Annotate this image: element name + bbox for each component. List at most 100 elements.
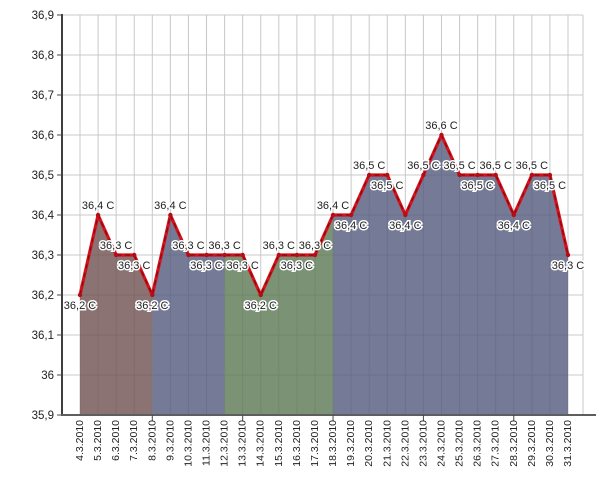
data-point-label: 36,5 C [534, 180, 566, 192]
data-point-marker [547, 172, 553, 178]
data-point-label: 36,3 C [299, 240, 331, 252]
data-point-marker [276, 252, 282, 258]
data-point-marker [439, 132, 444, 138]
x-axis-label: 19.3.2010 [345, 420, 357, 467]
data-point-label: 36,2 C [245, 300, 277, 312]
data-point-marker [312, 252, 318, 258]
x-axis-line [61, 414, 596, 416]
x-axis-label: 25.3.2010 [454, 420, 466, 467]
data-point-label: 36,6 C [425, 120, 457, 132]
data-point-label: 36,2 C [136, 300, 168, 312]
data-point-marker [222, 252, 227, 258]
data-point-label: 36,5 C [407, 160, 439, 172]
temperature-line-dashed-overlay [79, 133, 569, 297]
region-fill [80, 215, 153, 415]
data-point-marker [113, 252, 119, 258]
x-axis-label: 26.3.2010 [472, 420, 484, 467]
x-axis-label: 6.3.2010 [110, 420, 122, 461]
x-axis-label: 28.3.2010 [508, 420, 520, 467]
data-point-marker [366, 172, 372, 178]
x-axis-label: 22.3.2010 [399, 420, 411, 467]
y-axis-label: 36,5 [32, 170, 54, 182]
data-point-label: 36,5 C [443, 160, 475, 172]
data-point-label: 36,4 C [154, 200, 186, 212]
region-fill [333, 135, 568, 415]
y-axis-label: 35,9 [32, 410, 54, 422]
x-axis-label: 14.3.2010 [255, 420, 267, 467]
data-point-label: 36,5 C [479, 160, 511, 172]
data-point-marker [204, 252, 209, 258]
data-point-marker [421, 172, 426, 178]
data-point-label: 36,3 C [172, 240, 204, 252]
x-axis-label: 12.3.2010 [219, 420, 231, 467]
data-point-label: 36,2 C [64, 300, 96, 312]
x-axis-label: 7.3.2010 [128, 420, 140, 461]
x-axis-label: 11.3.2010 [201, 420, 213, 466]
y-axis-label: 36,9 [32, 10, 54, 22]
x-axis-label: 24.3.2010 [435, 420, 447, 467]
data-point-label: 36,3 C [100, 240, 132, 252]
data-point-marker [258, 292, 263, 298]
x-axis-label: 31.3.2010 [562, 420, 574, 467]
data-point-marker [403, 212, 408, 218]
y-axis-label: 36,8 [32, 50, 54, 62]
data-point-label: 36,5 C [516, 160, 548, 172]
y-axis-label: 36,3 [32, 250, 54, 262]
y-axis-label: 36,7 [32, 90, 54, 102]
data-point-label: 36,4 C [498, 220, 530, 232]
data-point-marker [168, 212, 173, 218]
data-point-label: 36,3 C [190, 260, 222, 272]
y-axis-label: 36,2 [32, 290, 54, 302]
data-point-marker [565, 252, 571, 258]
data-point-marker [294, 252, 300, 258]
x-axis-label: 27.3.2010 [490, 420, 502, 467]
data-point-marker [77, 292, 83, 298]
data-point-label: 36,4 C [317, 200, 349, 212]
x-axis-label: 29.3.2010 [526, 420, 538, 467]
data-point-label: 36,3 C [281, 260, 313, 272]
x-axis-label: 16.3.2010 [291, 420, 303, 467]
data-point-label: 36,3 C [263, 240, 295, 252]
data-point-marker [493, 172, 498, 178]
data-point-label: 36,4 C [389, 220, 421, 232]
x-axis-label: 15.3.2010 [273, 420, 285, 467]
x-axis-label: 18.3.2010 [327, 420, 339, 467]
x-axis-label: 13.3.2010 [237, 420, 249, 467]
x-axis-label: 9.3.2010 [164, 420, 176, 461]
y-axis-label: 36,1 [32, 330, 54, 342]
data-point-marker [348, 212, 354, 218]
data-point-label: 36,3 C [208, 240, 240, 252]
x-axis-label: 17.3.2010 [309, 420, 321, 467]
data-point-marker [150, 292, 155, 298]
x-axis-label: 23.3.2010 [417, 420, 429, 467]
data-point-marker [240, 252, 245, 258]
data-point-label: 36,3 C [552, 260, 584, 272]
data-point-label: 36,3 C [226, 260, 258, 272]
x-axis-label: 10.3.2010 [182, 420, 194, 467]
region-fill [224, 215, 334, 415]
data-point-marker [475, 172, 480, 178]
data-point-marker [95, 212, 101, 218]
region-fill [152, 215, 225, 415]
data-point-label: 36,5 C [371, 180, 403, 192]
data-point-marker [330, 212, 336, 218]
y-axis-label: 36,6 [32, 130, 54, 142]
data-point-marker [511, 212, 516, 218]
data-point-label: 36,3 C [118, 260, 150, 272]
data-point-marker [385, 172, 390, 178]
y-axis-label: 36,4 [32, 210, 55, 222]
data-point-marker [457, 172, 462, 178]
data-point-label: 36,5 C [461, 180, 493, 192]
data-point-label: 36,4 C [335, 220, 367, 232]
x-axis-label: 30.3.2010 [544, 420, 556, 467]
x-axis-label: 21.3.2010 [381, 420, 393, 467]
data-point-marker [186, 252, 191, 258]
data-point-label: 36,4 C [82, 200, 114, 212]
x-axis-label: 4.3.2010 [74, 420, 86, 461]
x-axis-label: 8.3.2010 [146, 420, 158, 461]
data-point-label: 36,5 C [353, 160, 385, 172]
x-axis-label: 5.3.2010 [92, 420, 104, 461]
x-axis-label: 20.3.2010 [363, 420, 375, 467]
